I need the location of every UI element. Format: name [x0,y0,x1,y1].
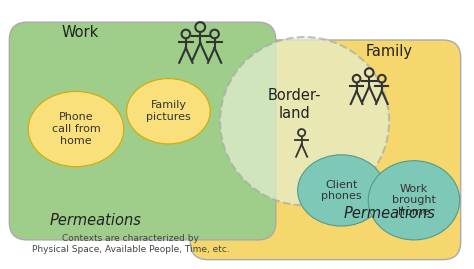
Ellipse shape [368,161,460,240]
FancyBboxPatch shape [190,40,461,260]
Ellipse shape [28,91,124,167]
Text: Work
brought
home: Work brought home [392,184,436,217]
Text: Family
pictures: Family pictures [146,100,191,122]
Text: Permeations: Permeations [343,206,435,221]
Text: Contexts are characterized by
Physical Space, Available People, Time, etc.: Contexts are characterized by Physical S… [32,234,229,254]
Text: Family: Family [365,44,412,59]
Text: Work: Work [61,24,98,40]
Text: Client
phones: Client phones [321,180,362,201]
FancyBboxPatch shape [9,22,276,240]
Text: Border-
land: Border- land [268,88,321,121]
Text: Permeations: Permeations [50,213,142,228]
Text: Phone
call from
home: Phone call from home [52,112,100,146]
Ellipse shape [298,155,385,226]
Ellipse shape [127,79,210,144]
Circle shape [220,37,389,205]
